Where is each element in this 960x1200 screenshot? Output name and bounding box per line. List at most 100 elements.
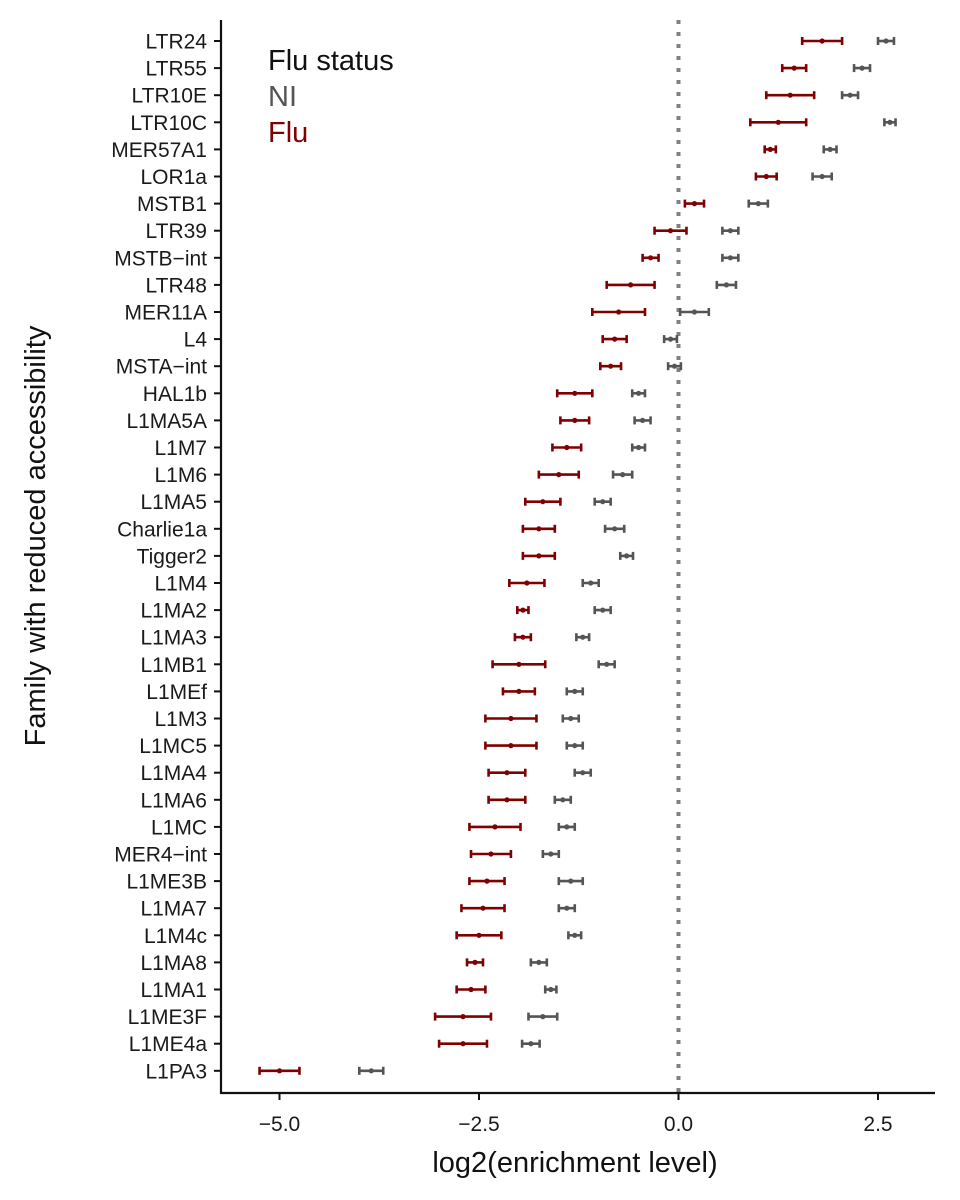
flu-point: [516, 661, 522, 667]
ni-point: [600, 607, 606, 613]
ni-point: [560, 797, 566, 803]
flu-point: [616, 309, 622, 315]
ni-estimate-16: [611, 470, 634, 479]
flu-estimate-0: [800, 37, 844, 45]
x-axis-ticks: −5.0 −2.5 0.0 2.5: [259, 1093, 893, 1136]
flu-estimate-14: [559, 416, 591, 425]
ni-estimate-36: [527, 1012, 559, 1021]
x-tick-label: −2.5: [458, 1113, 499, 1136]
flu-estimate-15: [551, 443, 583, 452]
flu-estimate-25: [484, 714, 538, 723]
y-tick-label: MSTB−int: [114, 247, 207, 270]
ni-point: [883, 38, 889, 44]
flu-estimate-22: [513, 633, 533, 642]
x-axis-title: log2(enrichment level): [432, 1147, 717, 1179]
ni-point: [588, 580, 594, 586]
ni-estimate-22: [575, 633, 591, 642]
ni-estimate-2: [840, 91, 860, 100]
ni-estimate-3: [883, 118, 897, 127]
flu-estimate-26: [484, 741, 538, 750]
flu-point: [787, 92, 793, 98]
flu-point: [572, 417, 578, 423]
y-tick-label: L1M3: [154, 708, 207, 731]
ni-estimate-37: [520, 1039, 541, 1048]
flu-estimate-36: [433, 1012, 493, 1021]
flu-estimate-32: [460, 904, 506, 913]
y-tick-label: LTR24: [146, 31, 208, 54]
ni-point: [572, 932, 578, 938]
flu-point: [488, 851, 494, 857]
ni-point: [887, 119, 893, 125]
flu-point: [791, 65, 797, 71]
y-tick-label: L1PA3: [146, 1060, 208, 1083]
flu-estimate-33: [455, 931, 503, 940]
legend-item-flu: Flu: [268, 117, 308, 149]
legend: Flu status NI Flu: [268, 45, 394, 149]
flu-estimate-8: [641, 253, 660, 262]
y-tick-label: L1ME3B: [126, 871, 207, 894]
y-tick-label: L1M4c: [144, 925, 207, 948]
flu-point: [276, 1068, 283, 1074]
ni-point: [636, 390, 642, 396]
ni-point: [819, 173, 825, 180]
flu-point: [819, 38, 825, 44]
ni-estimate-11: [662, 335, 679, 344]
flu-point: [775, 119, 781, 125]
ni-estimate-15: [630, 443, 647, 452]
flu-estimate-9: [605, 280, 656, 289]
y-tick-label: L1MA5: [140, 491, 207, 514]
y-tick-label: L1ME4a: [129, 1033, 208, 1056]
ni-point: [600, 499, 606, 505]
flu-estimate-11: [601, 335, 628, 344]
ni-estimate-20: [581, 579, 601, 587]
flu-point: [468, 986, 474, 993]
ni-estimate-9: [715, 280, 738, 289]
flu-point: [667, 228, 674, 234]
flu-point: [460, 1014, 466, 1020]
flu-point: [691, 201, 698, 207]
ni-point: [620, 472, 626, 478]
series-layer: [258, 37, 897, 1075]
ni-point: [580, 770, 586, 776]
y-tick-label: L1MC: [151, 816, 207, 839]
flu-point: [767, 146, 773, 152]
flu-estimate-35: [455, 985, 487, 994]
ni-estimate-12: [666, 362, 683, 371]
ni-estimate-6: [747, 199, 770, 208]
flu-estimate-2: [764, 91, 816, 100]
y-tick-label: L1MA5A: [126, 410, 207, 433]
flu-estimate-1: [780, 64, 808, 73]
x-tick-label: −5.0: [259, 1113, 300, 1136]
ni-point: [540, 1014, 546, 1020]
y-tick-label: L1M4: [154, 573, 207, 596]
flu-estimate-4: [763, 145, 778, 154]
ni-estimate-8: [721, 253, 740, 262]
flu-estimate-5: [754, 172, 778, 181]
ni-point: [727, 228, 733, 234]
y-tick-label: MSTA−int: [116, 356, 207, 379]
ni-point: [580, 634, 586, 640]
flu-point: [492, 824, 498, 830]
ni-estimate-30: [541, 850, 561, 858]
flu-estimate-24: [501, 687, 537, 696]
flu-estimate-7: [653, 226, 688, 235]
y-tick-label: L1M6: [154, 464, 207, 487]
flu-point: [508, 743, 514, 749]
ni-point: [564, 824, 570, 830]
y-tick-label: Charlie1a: [117, 518, 207, 541]
flu-estimate-18: [521, 524, 557, 533]
flu-point: [524, 580, 530, 586]
ni-point: [723, 282, 729, 288]
y-tick-label: L1ME3F: [128, 1006, 207, 1029]
ni-estimate-14: [633, 416, 652, 425]
legend-title: Flu status: [268, 45, 394, 77]
ni-point: [636, 444, 642, 451]
flu-point: [540, 499, 546, 505]
ni-point: [604, 661, 610, 667]
ni-estimate-25: [561, 714, 581, 723]
flu-point: [460, 1041, 466, 1047]
y-tick-label: MSTB1: [137, 193, 207, 216]
y-tick-label: L1MA8: [140, 952, 207, 975]
ni-point: [727, 255, 733, 261]
flu-point: [536, 553, 542, 559]
